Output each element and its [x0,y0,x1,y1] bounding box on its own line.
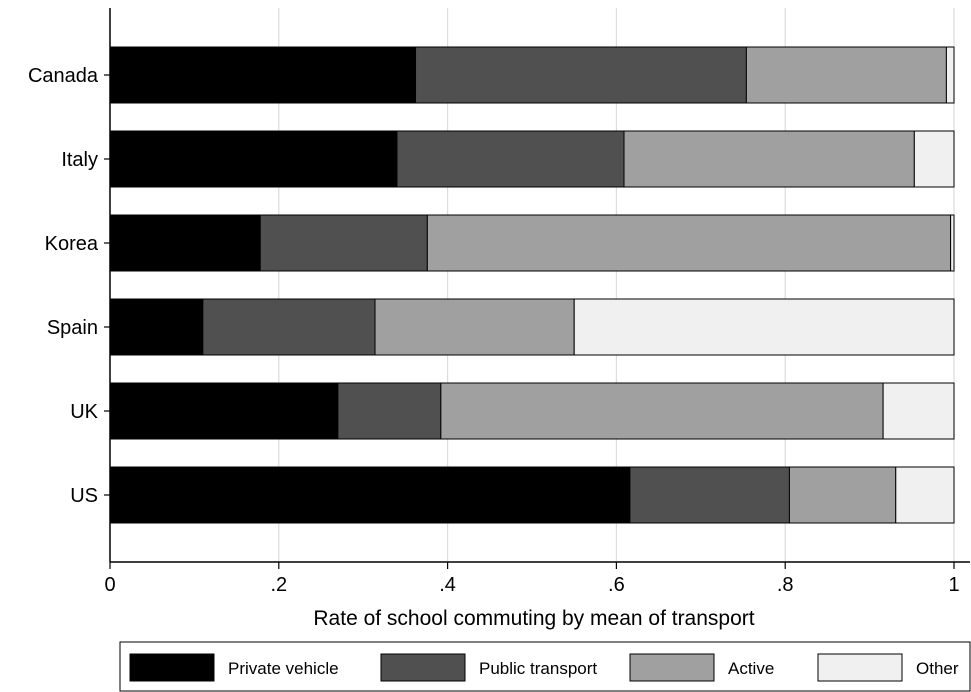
bar-segment [745,46,947,104]
bar-segment [374,298,575,356]
bar-segment [109,382,339,440]
x-tick-label: .6 [608,574,625,596]
y-tick-label: Spain [47,317,98,339]
legend-swatch [629,653,715,682]
bar-segment [882,382,955,440]
bar-segment [259,214,428,272]
bar-segment [396,130,625,188]
y-tick-label: Italy [61,149,98,171]
legend-label: Private vehicle [228,659,339,678]
bar-segment [623,130,915,188]
y-tick-label: Korea [45,233,99,255]
legend-swatch [129,653,215,682]
x-tick-labels: 0 .2 .4 .6 .8 1 [104,562,960,596]
legend: Private vehicle Public transport Active Oth… [119,641,971,692]
y-tick-label: US [70,485,98,507]
bar-segment [573,298,955,356]
legend-label: Active [728,659,774,678]
bar-segment [109,130,398,188]
bars [109,46,955,524]
y-tick-labels: Canada Italy Korea Spain UK US [28,65,110,507]
x-tick-label: .8 [777,574,794,596]
legend-swatch [380,653,466,682]
bar-segment [440,382,884,440]
axes [109,8,970,563]
y-tick-label: Canada [28,65,99,87]
legend-label: Other [916,659,959,678]
x-tick-label: 0 [104,574,115,596]
bar-segment [415,46,747,104]
bar-segment [629,466,790,524]
x-tick-label: .4 [439,574,456,596]
bar-segment [788,466,897,524]
bar-segment [337,382,442,440]
bar-segment [895,466,955,524]
legend-label: Public transport [479,659,597,678]
bar-segment [109,214,261,272]
bar-segment [202,298,376,356]
bar-segment [913,130,955,188]
bar-segment [950,214,955,272]
x-axis-title: Rate of school commuting by mean of tran… [313,607,754,630]
x-tick-label: 1 [948,574,959,596]
bar-segment [945,46,955,104]
bar-segment [109,466,631,524]
y-tick-label: UK [70,401,98,423]
bar-segment [426,214,952,272]
legend-swatch [817,653,903,682]
x-tick-label: .2 [270,574,287,596]
bar-segment [109,46,417,104]
bar-segment [109,298,204,356]
